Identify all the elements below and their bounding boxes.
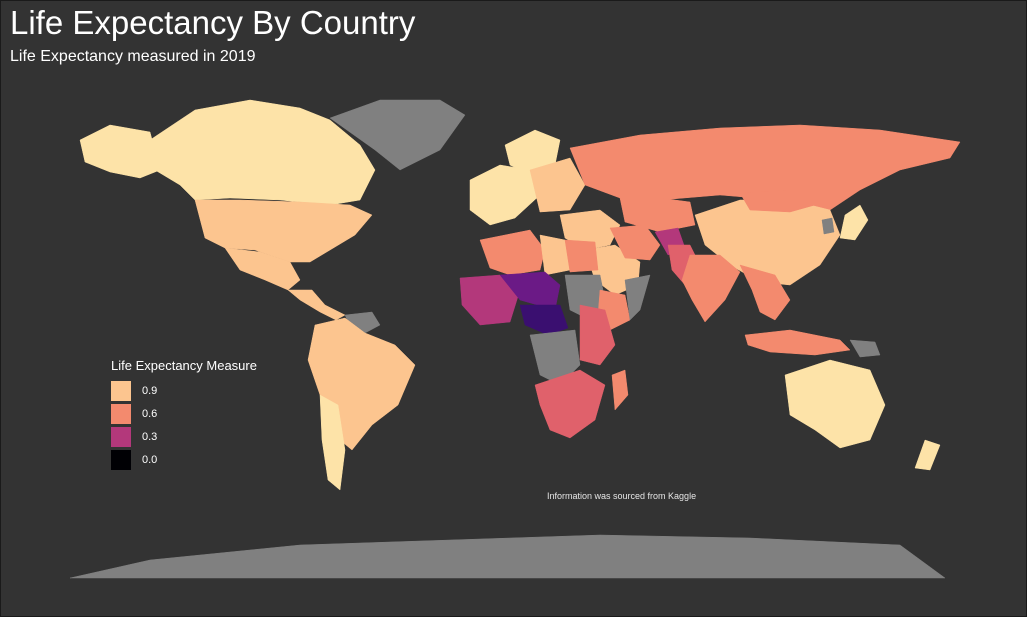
- map-subtitle: Life Expectancy measured in 2019: [10, 48, 256, 65]
- legend-item: 0.6: [111, 402, 257, 425]
- legend-item: 0.9: [111, 379, 257, 402]
- region-western-europe: [469, 164, 541, 226]
- region-sahel: [499, 271, 561, 311]
- region-japan: [839, 204, 869, 241]
- region-canada: [149, 99, 376, 206]
- legend-label: 0.9: [142, 384, 158, 397]
- legend-swatch: [111, 449, 131, 470]
- region-greenland: [329, 99, 466, 171]
- legend-label: 0.0: [142, 453, 158, 466]
- region-mexico: [224, 247, 301, 291]
- region-central-america: [287, 289, 346, 321]
- region-kazakhstan: [619, 197, 696, 233]
- region-papua-new-guinea: [849, 339, 881, 358]
- source-caption: Information was sourced from Kaggle: [547, 491, 697, 501]
- map-title: Life Expectancy By Country: [10, 4, 416, 41]
- region-antarctica: [69, 534, 946, 579]
- legend-item: 0.3: [111, 425, 257, 448]
- legend-label: 0.3: [142, 430, 158, 443]
- legend-swatch: [111, 403, 131, 424]
- region-australia: [784, 359, 886, 449]
- legend: Life Expectancy Measure 0.9 0.6 0.3 0.0: [111, 358, 257, 471]
- region-new-zealand: [914, 439, 941, 471]
- region-mongolia: [739, 189, 816, 213]
- region-southern-africa: [534, 369, 606, 439]
- region-alaska: [79, 124, 161, 179]
- region-united-states: [194, 199, 373, 263]
- legend-label: 0.6: [142, 407, 158, 420]
- region-somalia: [624, 274, 651, 321]
- legend-title: Life Expectancy Measure: [111, 358, 257, 373]
- region-north-korea: [821, 217, 835, 235]
- legend-swatch: [111, 380, 131, 401]
- region-eastern-europe: [529, 157, 586, 213]
- region-east-africa: [579, 304, 616, 366]
- legend-item: 0.0: [111, 448, 257, 471]
- region-iran: [609, 224, 661, 261]
- region-middle-east: [559, 209, 621, 251]
- region-southeast-asia: [739, 264, 791, 321]
- legend-swatch: [111, 426, 131, 447]
- region-central-african-republic: [519, 304, 569, 336]
- region-chile: [319, 394, 346, 491]
- region-india: [681, 254, 741, 323]
- region-indonesia: [744, 329, 851, 356]
- region-egypt: [564, 239, 599, 273]
- region-madagascar: [611, 369, 629, 411]
- region-north-africa: [479, 229, 546, 276]
